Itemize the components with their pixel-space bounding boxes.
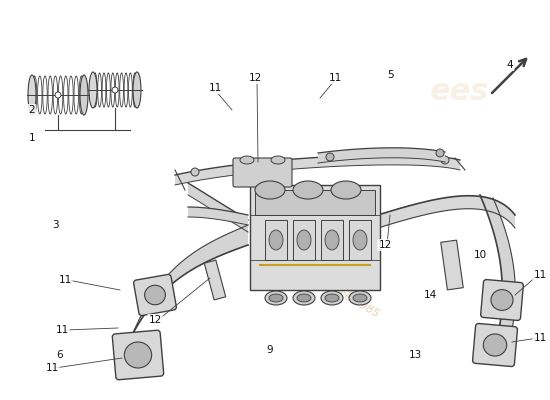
Polygon shape [175,155,460,185]
Ellipse shape [133,72,141,108]
Circle shape [436,149,444,157]
Polygon shape [318,148,445,163]
Text: 1: 1 [29,133,35,143]
Text: 14: 14 [424,290,437,300]
Ellipse shape [80,75,88,115]
Bar [321,220,343,260]
Polygon shape [188,207,248,225]
Text: 12: 12 [378,240,392,250]
Ellipse shape [89,72,97,108]
Ellipse shape [491,290,513,310]
Ellipse shape [269,230,283,250]
Text: 11: 11 [56,325,69,335]
Bar [349,220,371,260]
Ellipse shape [353,230,367,250]
Ellipse shape [271,156,285,164]
Circle shape [326,153,334,161]
Ellipse shape [145,285,166,305]
Text: 11: 11 [328,73,342,83]
Text: 11: 11 [208,83,222,93]
Ellipse shape [297,230,311,250]
Ellipse shape [255,181,285,199]
Ellipse shape [265,291,287,305]
Text: 2: 2 [29,105,35,115]
FancyBboxPatch shape [472,324,518,366]
Polygon shape [480,195,515,335]
FancyBboxPatch shape [112,330,164,380]
Bar [265,220,287,260]
Ellipse shape [269,294,283,302]
Ellipse shape [297,294,311,302]
Text: 9: 9 [267,345,273,355]
Text: 12: 12 [249,73,262,83]
Ellipse shape [331,181,361,199]
Ellipse shape [349,291,371,305]
Text: 5: 5 [387,70,393,80]
Text: 6: 6 [57,350,63,360]
Text: ees: ees [430,77,490,106]
Ellipse shape [483,334,507,356]
Ellipse shape [293,291,315,305]
Text: 11: 11 [45,363,59,373]
Ellipse shape [55,92,61,98]
Ellipse shape [325,230,339,250]
Text: 4: 4 [507,60,513,70]
Polygon shape [118,225,248,365]
Bar [293,220,315,260]
Ellipse shape [321,291,343,305]
Text: 11: 11 [58,275,72,285]
Text: 12: 12 [148,315,162,325]
Bar [255,190,375,215]
Ellipse shape [325,294,339,302]
Text: 13: 13 [408,350,422,360]
Bar [204,260,226,300]
Circle shape [191,168,199,176]
FancyBboxPatch shape [250,185,380,290]
Ellipse shape [28,75,36,115]
FancyBboxPatch shape [481,280,524,320]
Polygon shape [188,183,248,232]
FancyBboxPatch shape [134,274,177,316]
Text: a passion: a passion [281,238,339,278]
Text: since 1985: since 1985 [323,280,381,320]
Ellipse shape [353,294,367,302]
Text: 3: 3 [52,220,58,230]
Bar [441,240,463,290]
Text: 10: 10 [474,250,487,260]
FancyBboxPatch shape [233,158,292,187]
Ellipse shape [112,87,118,93]
Ellipse shape [293,181,323,199]
Ellipse shape [124,342,152,368]
Text: 11: 11 [534,270,547,280]
Polygon shape [378,196,515,228]
Ellipse shape [240,156,254,164]
Circle shape [441,156,449,164]
Text: for parts: for parts [304,259,356,297]
Text: 11: 11 [534,333,547,343]
